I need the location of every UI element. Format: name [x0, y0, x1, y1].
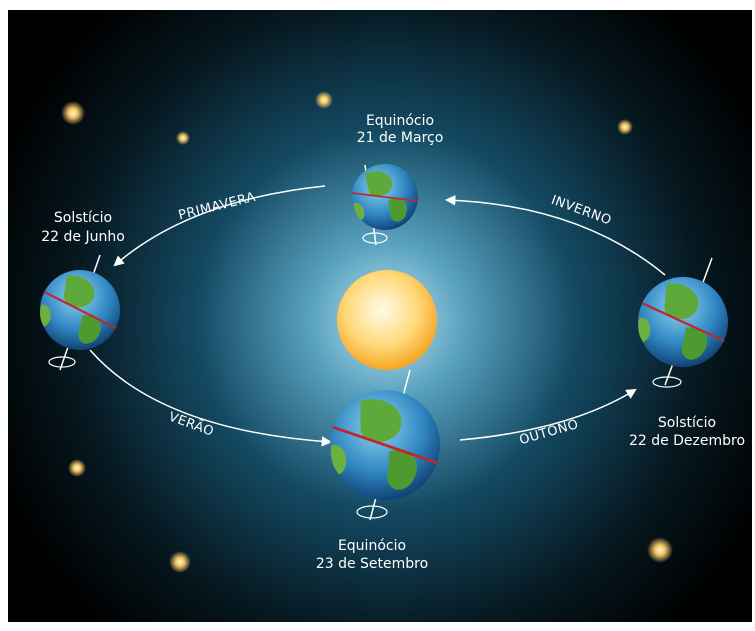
diagram: Equinócio 21 de Março Solstício 22 de Ju…: [0, 0, 755, 631]
event-name: Equinócio: [338, 538, 406, 554]
event-date: 22 de Dezembro: [629, 433, 745, 449]
event-date: 23 de Setembro: [316, 556, 428, 572]
event-name: Equinócio: [366, 113, 434, 129]
event-date: 21 de Março: [357, 130, 444, 146]
event-date: 22 de Junho: [41, 229, 125, 245]
event-name: Solstício: [54, 210, 112, 226]
sun: [337, 270, 437, 370]
event-name: Solstício: [658, 415, 716, 431]
